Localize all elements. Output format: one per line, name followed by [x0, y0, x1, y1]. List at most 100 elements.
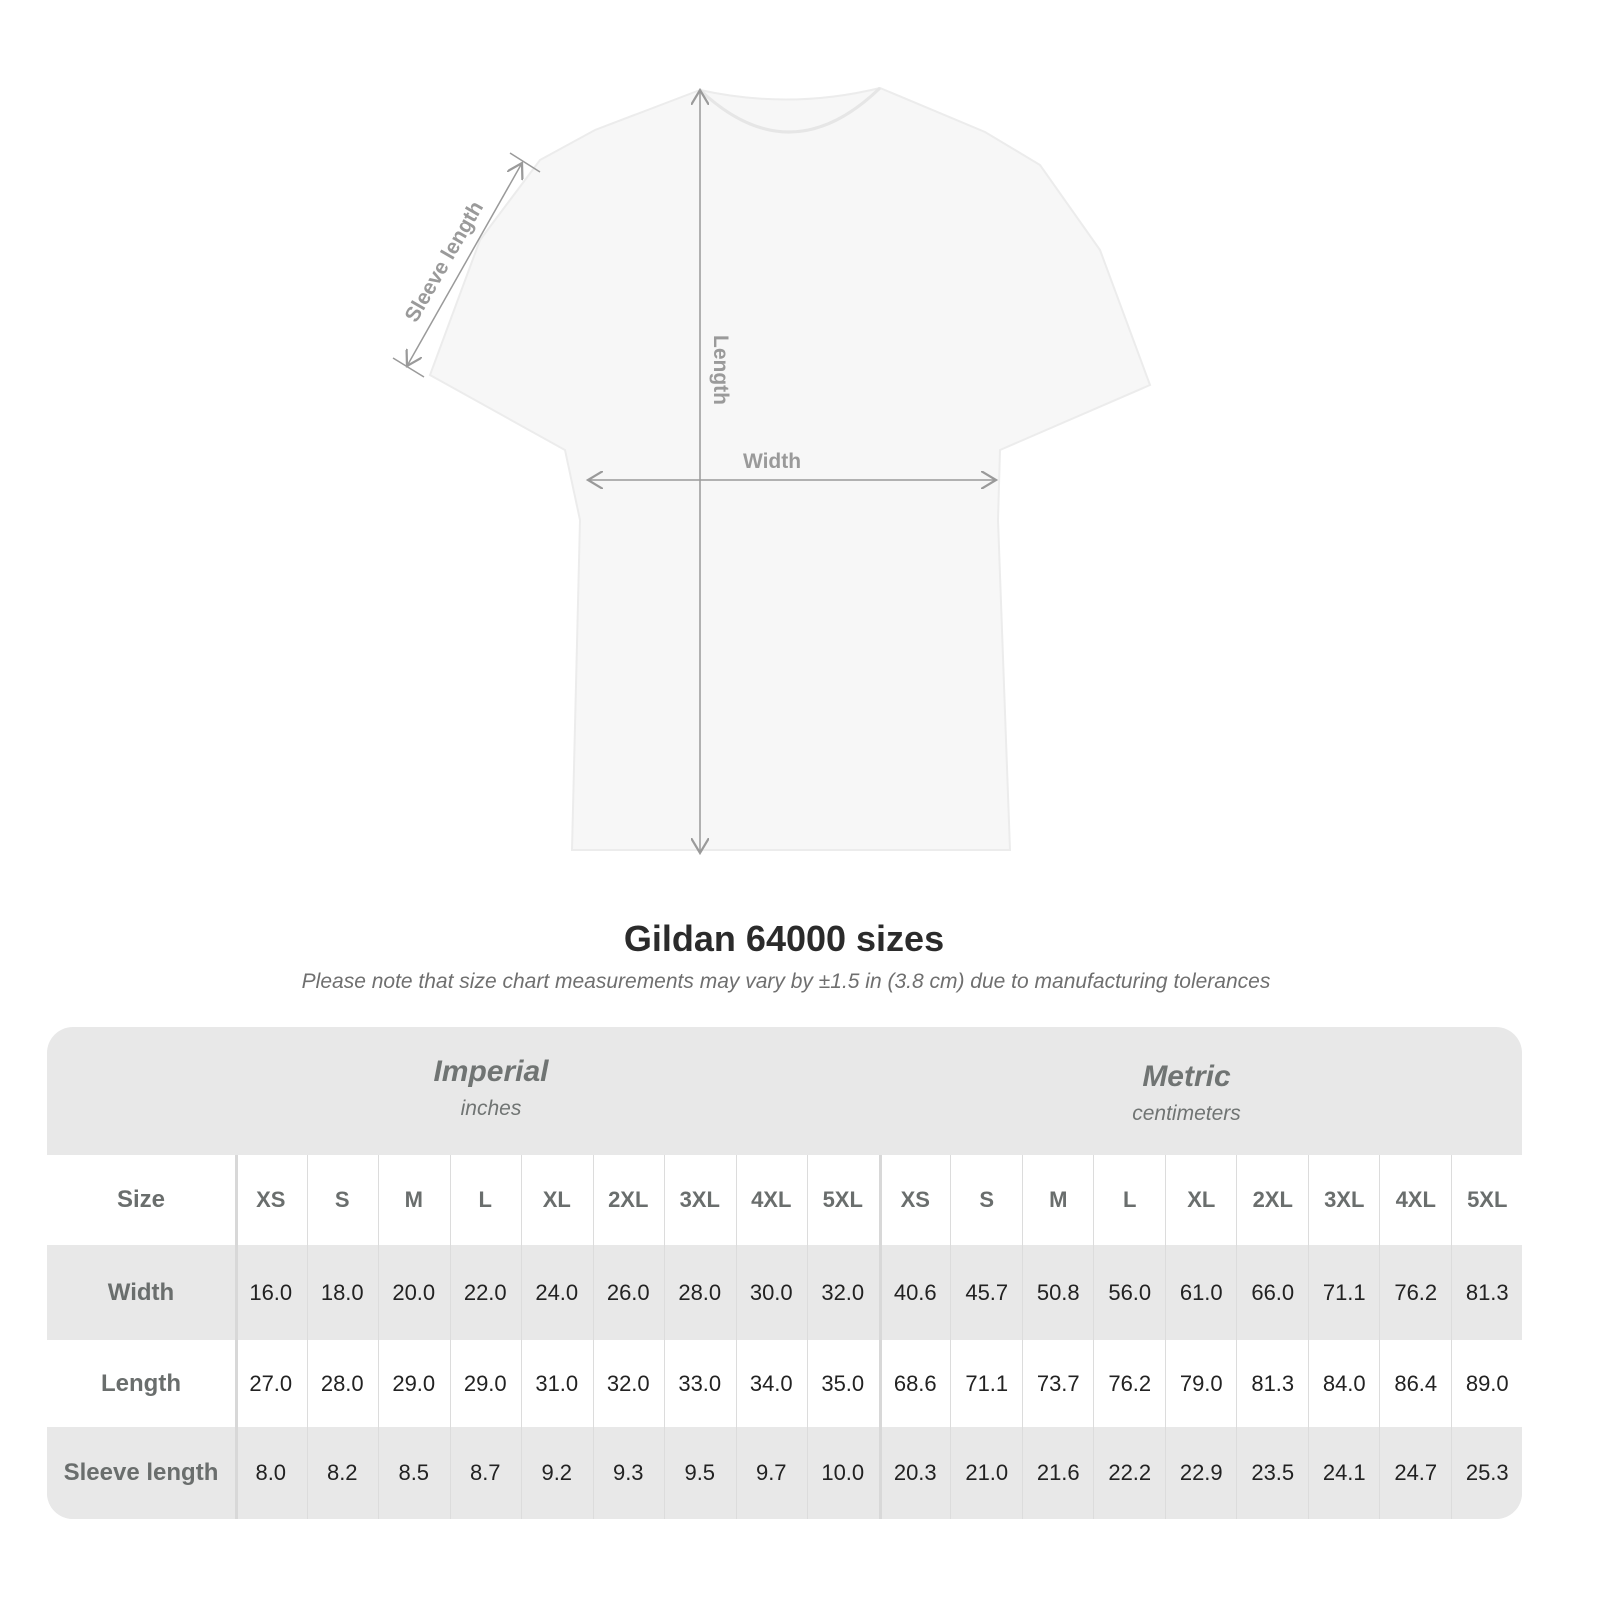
sleeve-arrow: [407, 163, 522, 366]
size-header-cell: 4XL: [751, 1187, 792, 1212]
value-cell: 32.0: [821, 1279, 865, 1305]
value-cell: 28.0: [678, 1279, 722, 1305]
value-cell: 84.0: [1322, 1370, 1366, 1396]
value-cell: 22.0: [463, 1279, 507, 1305]
chart-title: Gildan 64000 sizes: [623, 918, 945, 959]
value-cell: 20.0: [392, 1279, 436, 1305]
value-cell: 29.0: [463, 1370, 507, 1396]
size-header-cell: L: [478, 1187, 492, 1212]
size-header-cell: XL: [542, 1187, 571, 1212]
metric-title: Metric: [1142, 1060, 1231, 1093]
column-divider: [449, 1155, 451, 1519]
imperial-unit: inches: [460, 1097, 522, 1120]
value-cell: 21.6: [1036, 1460, 1080, 1485]
value-cell: 29.0: [392, 1370, 436, 1396]
value-cell: 30.0: [749, 1279, 793, 1305]
value-cell: 28.0: [320, 1370, 364, 1396]
value-cell: 66.0: [1251, 1279, 1295, 1305]
value-cell: 56.0: [1108, 1279, 1152, 1305]
value-cell: 9.5: [684, 1460, 716, 1485]
value-cell: 26.0: [606, 1279, 650, 1305]
value-cell: 9.2: [541, 1460, 573, 1485]
value-cell: 40.6: [893, 1279, 937, 1305]
value-cell: 31.0: [535, 1370, 579, 1396]
value-cell: 35.0: [821, 1370, 865, 1396]
size-header-cell: XS: [900, 1187, 930, 1212]
column-divider: [306, 1155, 308, 1519]
column-divider: [950, 1155, 951, 1519]
size-header-cell: 5XL: [1467, 1187, 1508, 1212]
value-cell: 73.7: [1036, 1370, 1080, 1396]
tolerance-note: Please note that size chart measurements…: [301, 970, 1271, 993]
size-header-row: Size XS S M L XL 2XL 3XL 4XL 5XL XS S M L XL 2XL 3XL 4XL 5…: [47, 1155, 1522, 1245]
metric-header: Metric centimeters: [878, 1027, 1495, 1155]
value-cell: 81.3: [1251, 1370, 1295, 1396]
value-cell: 24.7: [1394, 1460, 1438, 1485]
column-divider: [1379, 1155, 1380, 1519]
value-cell: 18.0: [320, 1279, 364, 1305]
column-divider: [1450, 1155, 1452, 1519]
imperial-title: Imperial: [433, 1055, 549, 1088]
column-divider: [878, 1155, 882, 1519]
size-header-cell: M: [1049, 1187, 1068, 1212]
value-cell: 76.2: [1108, 1370, 1152, 1396]
size-header-cell: 2XL: [608, 1187, 649, 1212]
size-header-cell: 5XL: [822, 1187, 863, 1212]
value-cell: 9.3: [612, 1460, 644, 1485]
value-cell: 89.0: [1465, 1370, 1509, 1396]
value-cell: 34.0: [749, 1370, 793, 1396]
value-cell: 8.2: [326, 1460, 358, 1485]
column-divider: [1236, 1155, 1237, 1519]
imperial-header: Imperial inches: [235, 1027, 747, 1155]
metric-unit: centimeters: [1132, 1102, 1241, 1125]
value-cell: 20.3: [893, 1460, 937, 1485]
column-divider: [807, 1155, 808, 1519]
value-cell: 71.1: [965, 1370, 1009, 1396]
value-cell: 50.8: [1036, 1279, 1080, 1305]
size-header-cell: XL: [1187, 1187, 1216, 1212]
size-header-cell: S: [334, 1187, 350, 1212]
column-divider: [592, 1155, 594, 1519]
column-divider: [1164, 1155, 1166, 1519]
column-divider: [664, 1155, 665, 1519]
value-cell: 23.5: [1251, 1460, 1295, 1485]
value-cell: 24.0: [535, 1279, 579, 1305]
value-cell: 71.1: [1322, 1279, 1366, 1305]
value-cell: 45.7: [965, 1279, 1009, 1305]
size-header-cell: XS: [256, 1187, 286, 1212]
value-cell: 79.0: [1179, 1370, 1223, 1396]
value-cell: 33.0: [678, 1370, 722, 1396]
value-cell: 32.0: [606, 1370, 650, 1396]
size-header-cell: 3XL: [679, 1187, 720, 1212]
column-divider: [235, 1155, 238, 1519]
value-cell: 22.2: [1108, 1460, 1152, 1485]
value-cell: 25.3: [1465, 1460, 1509, 1485]
column-divider: [1307, 1155, 1309, 1519]
value-cell: 27.0: [249, 1370, 293, 1396]
size-header-cell: 3XL: [1324, 1187, 1365, 1212]
value-cell: 8.0: [255, 1460, 287, 1485]
width-label: Width: [743, 450, 801, 473]
value-cell: 22.9: [1179, 1460, 1223, 1485]
column-divider: [521, 1155, 522, 1519]
value-cell: 16.0: [249, 1279, 293, 1305]
size-header-cell: S: [979, 1187, 995, 1212]
length-label: Length: [709, 335, 732, 405]
value-cell: 68.6: [893, 1370, 937, 1396]
value-cell: 76.2: [1394, 1279, 1438, 1305]
table-row: Sleeve length 8.0 8.2 8.5 8.7 9.2 9.3 9.5 9.7 10.…: [47, 1427, 1522, 1519]
value-cell: 8.5: [398, 1460, 430, 1485]
column-divider: [378, 1155, 379, 1519]
value-cell: 86.4: [1394, 1370, 1438, 1396]
table-row: Width 16.0 18.0 20.0 22.0 24.0 26.0 28.0 30.0 32.…: [47, 1245, 1522, 1340]
row-label: Size: [116, 1186, 166, 1213]
size-header-cell: 2XL: [1252, 1187, 1293, 1212]
value-cell: 61.0: [1179, 1279, 1223, 1305]
value-cell: 21.0: [965, 1460, 1009, 1485]
value-cell: 81.3: [1465, 1279, 1509, 1305]
size-header-cell: M: [404, 1187, 423, 1212]
value-cell: 8.7: [469, 1460, 501, 1485]
column-divider: [1021, 1155, 1023, 1519]
value-cell: 9.7: [755, 1460, 787, 1485]
